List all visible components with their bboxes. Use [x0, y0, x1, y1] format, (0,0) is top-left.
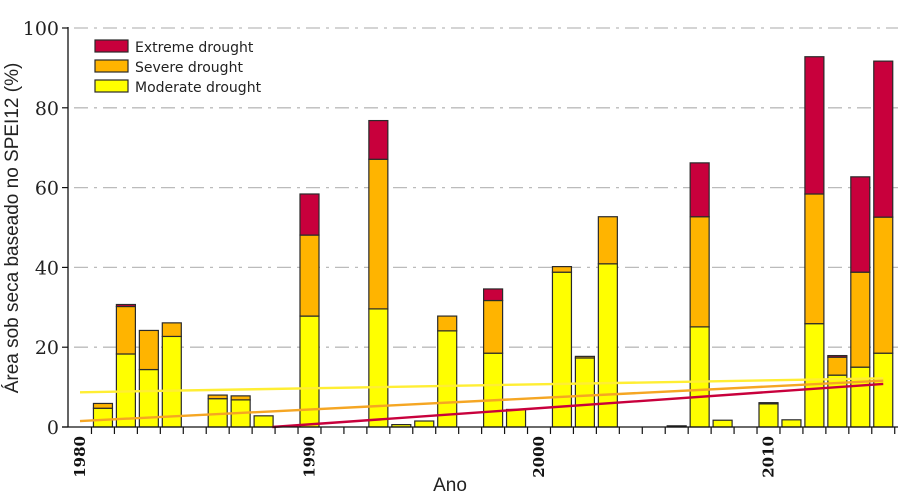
- bar-segment-extreme-drought: [827, 354, 848, 358]
- y-tick-label: 80: [35, 98, 59, 120]
- bar-segment-moderate-drought: [781, 419, 802, 428]
- trend-lines: [79, 377, 884, 429]
- bar-segment-severe-drought: [161, 322, 182, 338]
- bar-segment-moderate-drought: [712, 419, 733, 428]
- legend-item: Severe drought: [94, 59, 243, 76]
- x-tick-label: 2000: [530, 436, 548, 478]
- bar-segment-severe-drought: [574, 355, 596, 359]
- bar-segment-moderate-drought: [483, 352, 504, 428]
- bar-segment-moderate-drought: [551, 271, 573, 428]
- bar-segment-severe-drought: [92, 402, 114, 409]
- bar-segment-severe-drought: [758, 402, 779, 405]
- bar-segment-severe-drought: [689, 216, 710, 328]
- bar-segment-severe-drought: [437, 315, 458, 332]
- bar-segment-moderate-drought: [574, 357, 596, 428]
- axes: 0 20 40 60 80 100 1980 1990 2000 2010: [23, 18, 898, 478]
- trend-line-severe-drought-trend: [79, 379, 884, 423]
- bar-segment-severe-drought: [597, 216, 618, 265]
- bar-segment-severe-drought: [873, 216, 894, 354]
- bar-segment-severe-drought: [230, 395, 251, 401]
- bar-segment-moderate-drought: [161, 335, 182, 428]
- legend-label: Moderate drought: [135, 80, 262, 96]
- bar-segment-severe-drought: [551, 266, 573, 273]
- y-tick-label: 40: [35, 257, 59, 279]
- bar-segment-moderate-drought: [253, 415, 274, 428]
- legend-item: Extreme drought: [94, 39, 254, 56]
- bar-segment-extreme-drought: [873, 60, 894, 218]
- bar-segment-severe-drought: [207, 394, 228, 400]
- legend-swatch: [94, 39, 129, 53]
- legend-item: Moderate drought: [94, 79, 262, 96]
- bar-segment-extreme-drought: [368, 119, 389, 160]
- bar-segment-moderate-drought: [368, 308, 389, 428]
- trend-line-extreme-drought-trend: [272, 382, 884, 429]
- legend-swatch: [94, 59, 129, 73]
- bar-segment-severe-drought: [299, 234, 320, 317]
- y-tick-label: 0: [47, 417, 59, 439]
- x-tick-label: 2010: [760, 436, 778, 478]
- bar-segment-severe-drought: [850, 271, 871, 368]
- y-tick-label: 100: [23, 18, 59, 40]
- x-tick-label: 1980: [71, 436, 89, 478]
- bar-segment-severe-drought: [138, 329, 159, 371]
- bar-segment-moderate-drought: [873, 352, 894, 428]
- bar-segment-severe-drought: [483, 299, 504, 354]
- bar-segment-moderate-drought: [505, 408, 527, 428]
- bar-segment-extreme-drought: [850, 176, 871, 273]
- bar-segment-extreme-drought: [115, 303, 137, 308]
- y-tick-label: 20: [35, 337, 59, 359]
- bar-segment-moderate-drought: [850, 366, 871, 428]
- bar-segment-moderate-drought: [804, 323, 825, 428]
- y-tick-label: 60: [35, 178, 59, 200]
- legend: Extreme drought Severe drought Moderate dr…: [94, 39, 262, 96]
- bar-segment-severe-drought: [804, 193, 825, 325]
- bar-segment-moderate-drought: [437, 330, 458, 428]
- bar-segment-extreme-drought: [804, 56, 825, 195]
- bar-segment-severe-drought: [368, 158, 389, 310]
- bar-segment-extreme-drought: [689, 162, 710, 218]
- bars: [92, 56, 894, 428]
- bar-segment-moderate-drought: [689, 326, 710, 428]
- bar-segment-severe-drought: [827, 356, 848, 376]
- bar-segment-moderate-drought: [758, 403, 779, 428]
- bar-segment-extreme-drought: [299, 193, 320, 236]
- x-tick-label: 1990: [301, 436, 319, 478]
- bar-segment-moderate-drought: [92, 407, 114, 428]
- legend-label: Extreme drought: [135, 40, 254, 56]
- y-axis-title: Área sob seca baseado no SPEI12 (%): [2, 63, 23, 394]
- x-axis-title: Ano: [433, 475, 467, 496]
- legend-label: Severe drought: [135, 60, 243, 76]
- bar-segment-severe-drought: [115, 305, 137, 355]
- legend-swatch: [94, 79, 129, 93]
- trend-line-moderate-drought-trend: [79, 377, 884, 394]
- bar-segment-moderate-drought: [414, 420, 435, 428]
- bar-segment-extreme-drought: [483, 288, 504, 302]
